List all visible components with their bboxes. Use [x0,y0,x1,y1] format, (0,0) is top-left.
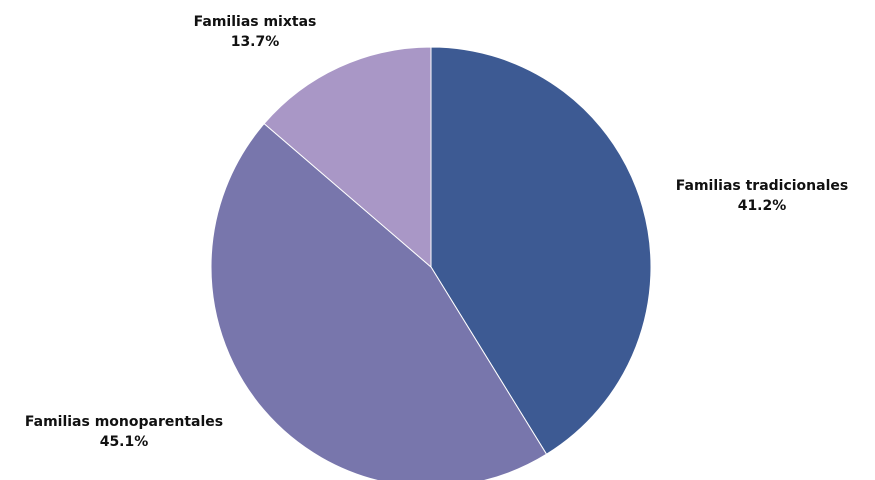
slice-label-familias-tradicionales: Familias tradicionales 41.2% [670,176,854,216]
slice-category-label: Familias mixtas [193,14,317,30]
pie-slice-familias-tradicionales [430,46,652,455]
slice-value-label: 45.1% [99,434,149,450]
pie-slice-familias-monoparentales [210,122,548,480]
slice-label-familias-mixtas: Familias mixtas 13.7% [170,12,340,52]
slice-value-label: 41.2% [737,198,787,214]
slice-category-label: Familias monoparentales [24,414,224,430]
slice-value-label: 13.7% [230,34,280,50]
pie-slice-familias-mixtas [263,46,432,269]
pie-slices [210,46,652,480]
slice-category-label: Familias tradicionales [675,178,849,194]
slice-label-familias-monoparentales: Familias monoparentales 45.1% [0,412,248,452]
